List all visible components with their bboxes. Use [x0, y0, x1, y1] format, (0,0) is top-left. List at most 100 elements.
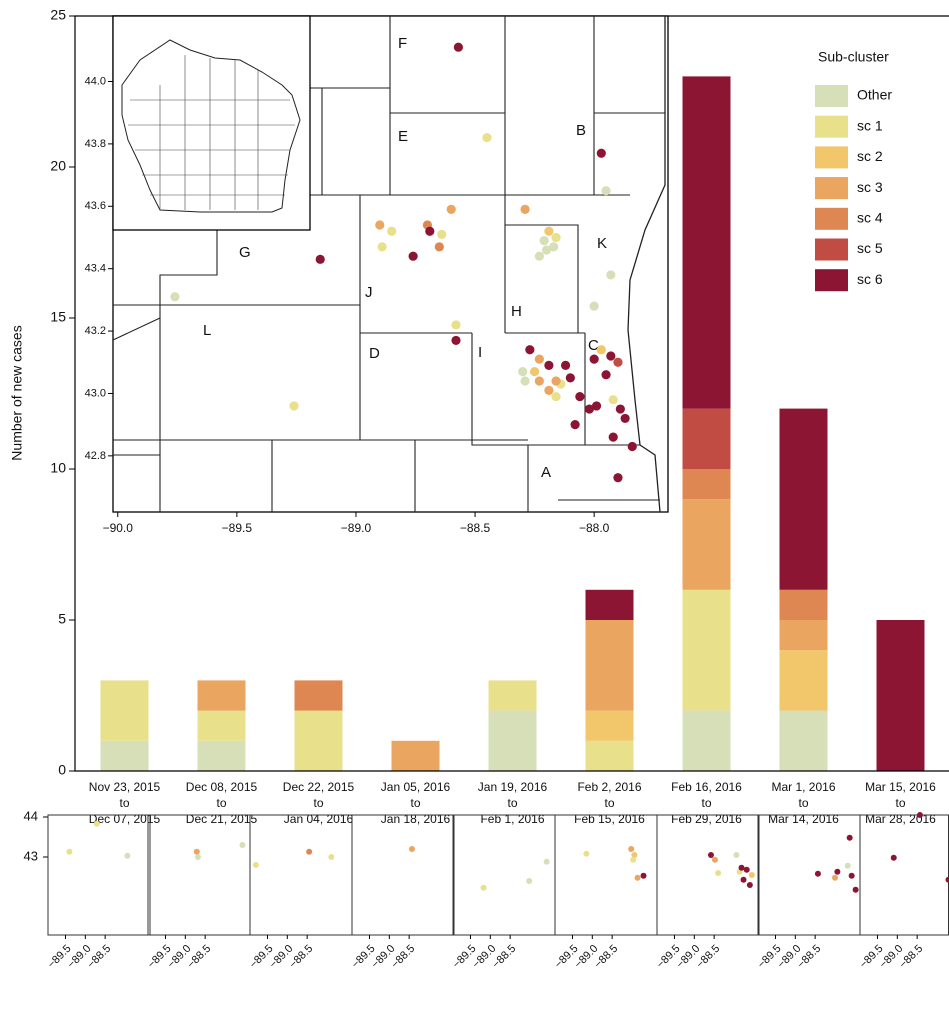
- case-point: [715, 870, 722, 876]
- bar-layer: 0 5 10 15 20 25 Nov 23, 2015 to Dec 07, 2015 Dec …: [50, 7, 949, 826]
- case-point: [596, 345, 606, 355]
- bar-segment: [391, 740, 440, 771]
- bar-segment: [100, 740, 149, 771]
- case-point: [451, 320, 461, 330]
- case-point: [852, 886, 859, 893]
- case-point: [628, 846, 635, 852]
- x-tick-label: −88.5: [795, 943, 823, 971]
- case-point: [570, 420, 580, 430]
- case-point: [707, 852, 714, 858]
- case-point: [844, 862, 851, 869]
- bar-segment: [682, 76, 731, 409]
- case-point: [565, 373, 575, 383]
- case-point: [848, 872, 855, 879]
- x-tick-label: Jan 05, 2016: [381, 780, 451, 794]
- case-point: [608, 432, 618, 442]
- case-point: [575, 391, 585, 402]
- x-tick-label: to: [119, 796, 129, 810]
- case-point: [408, 846, 415, 852]
- x-tick-label: Dec 07, 2015: [89, 812, 161, 826]
- case-point: [551, 232, 561, 243]
- case-point: [916, 812, 923, 818]
- case-point: [530, 367, 540, 377]
- case-point: [544, 226, 554, 236]
- x-tick-label: to: [895, 796, 905, 810]
- case-point: [631, 852, 638, 858]
- y-tick-label: 43.8: [85, 138, 106, 150]
- case-point: [93, 820, 100, 827]
- panel-frame: [351, 814, 455, 936]
- case-point: [541, 245, 552, 255]
- legend-label: sc 4: [857, 210, 883, 226]
- case-point: [375, 220, 385, 230]
- y-tick-label: 43.4: [85, 263, 106, 275]
- x-tick-label: −88.5: [185, 943, 213, 971]
- case-point: [551, 391, 561, 402]
- case-point: [534, 376, 544, 386]
- case-point: [589, 354, 599, 364]
- bar-segment: [779, 408, 828, 590]
- case-point: [733, 852, 740, 858]
- legend-swatch: [815, 115, 848, 138]
- x-tick-label: Dec 22, 2015: [283, 780, 355, 794]
- x-tick-label: to: [507, 796, 517, 810]
- x-tick-label: Mar 1, 2016: [771, 780, 835, 794]
- case-point: [711, 856, 718, 863]
- legend-swatch: [815, 238, 848, 261]
- bar-segment: [682, 589, 731, 711]
- case-point: [66, 848, 73, 855]
- case-point: [601, 186, 611, 196]
- bar-segment: [197, 710, 246, 741]
- case-point: [315, 254, 325, 264]
- case-point: [544, 385, 554, 395]
- x-tick-label: Dec 08, 2015: [186, 780, 258, 794]
- case-point: [746, 882, 753, 888]
- y-tick-label: 0: [58, 762, 66, 778]
- x-tick-label: −88.5: [490, 943, 518, 971]
- region-label: C: [588, 337, 599, 354]
- x-tick-label: −88.5: [694, 943, 722, 971]
- case-point: [534, 251, 544, 261]
- region-label: L: [203, 322, 211, 339]
- legend-label: sc 1: [857, 117, 883, 133]
- case-point: [518, 367, 528, 377]
- case-point: [377, 242, 387, 252]
- x-tick-label: Mar 28, 2016: [865, 812, 936, 826]
- y-tick-label: 5: [58, 611, 66, 627]
- case-point: [480, 884, 487, 891]
- bar-segment: [682, 710, 731, 771]
- case-point: [549, 242, 559, 252]
- case-point: [306, 848, 313, 855]
- legend-label: sc 2: [857, 148, 883, 164]
- legend-swatch: [815, 146, 848, 169]
- case-point: [520, 204, 530, 215]
- legend-label: Other: [857, 87, 892, 103]
- case-point: [634, 874, 641, 881]
- case-point: [551, 376, 561, 386]
- panel-frame: [859, 814, 949, 936]
- x-tick-label: −88.5: [897, 943, 925, 971]
- case-point: [606, 351, 616, 361]
- bar-segment: [682, 469, 731, 500]
- case-point: [814, 870, 821, 877]
- x-tick-label: Mar 14, 2016: [768, 812, 839, 826]
- case-point: [408, 251, 418, 261]
- x-tick-label: Feb 2, 2016: [577, 780, 641, 794]
- panel-frame: [656, 814, 760, 936]
- panel-frame: [757, 814, 861, 936]
- panel-frame: [452, 814, 556, 936]
- case-point: [846, 834, 853, 841]
- x-tick-label: −90.0: [103, 521, 134, 535]
- case-point: [170, 292, 180, 302]
- case-point: [525, 345, 535, 355]
- case-point: [425, 226, 435, 236]
- case-point: [544, 360, 554, 370]
- case-point: [640, 872, 647, 879]
- x-tick-label: to: [604, 796, 614, 810]
- case-point: [526, 878, 533, 884]
- case-point: [124, 852, 131, 859]
- legend-title: Sub-cluster: [818, 49, 889, 65]
- x-tick-label: Jan 04, 2016: [284, 812, 354, 826]
- y-tick-label: 25: [50, 7, 66, 23]
